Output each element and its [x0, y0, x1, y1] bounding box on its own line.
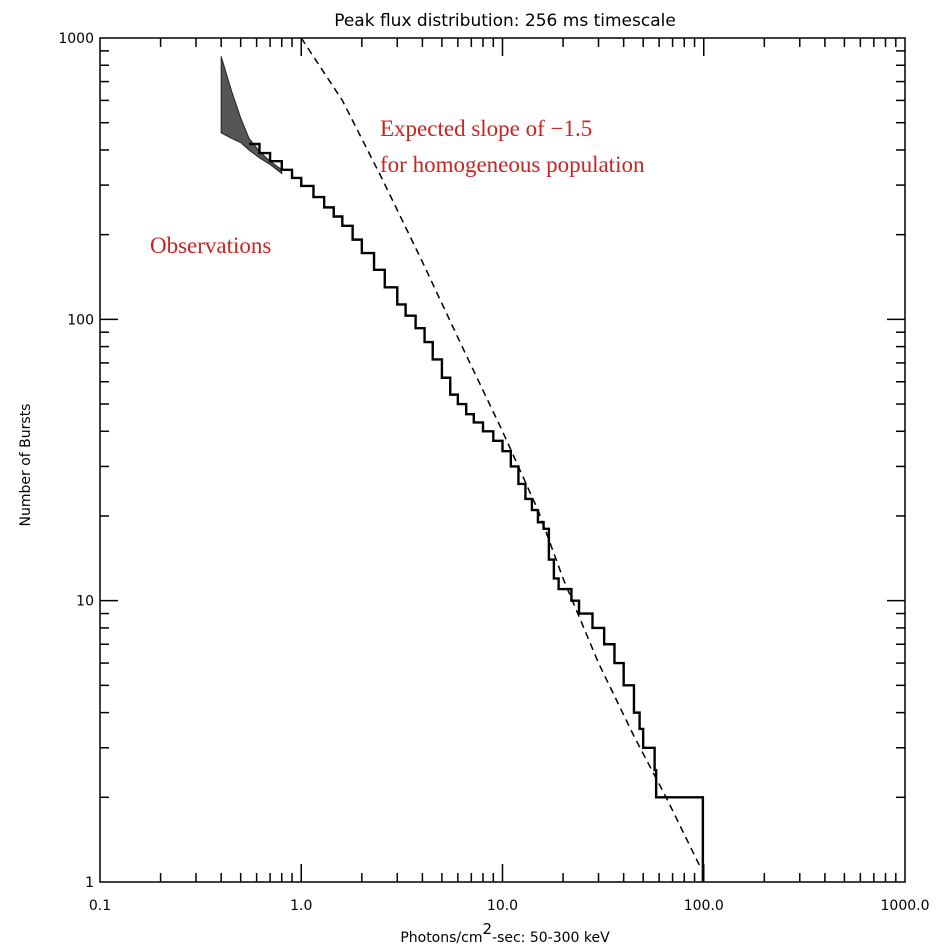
axis-tick-labels: 0.1 1.0 10.0 100.0 1000.0 1 10 100 1000 [58, 31, 929, 914]
x-tick-label: 0.1 [89, 898, 111, 914]
x-tick-label: 1.0 [290, 898, 312, 914]
x-axis-label-rest: -sec: 50-300 keV [492, 930, 610, 946]
axis-ticks [100, 38, 905, 882]
observations-series-line [248, 142, 705, 882]
expected-slope-series-line [300, 37, 700, 866]
uncertainty-band [220, 56, 283, 175]
annotation-observations: Observations [150, 233, 271, 258]
x-tick-label: 100.0 [684, 898, 724, 914]
uncertainty-band-layer [220, 56, 283, 175]
chart-title: Peak flux distribution: 256 ms timescale [334, 11, 676, 31]
y-tick-label: 10 [76, 594, 94, 610]
x-axis-label-superscript: 2 [482, 920, 492, 938]
x-tick-label: 1000.0 [881, 898, 930, 914]
y-tick-label: 1 [85, 875, 94, 891]
y-tick-label: 1000 [58, 31, 94, 47]
series-layer [248, 37, 705, 882]
annotation-expected-slope: Expected slope of −1.5 [380, 116, 592, 141]
x-tick-label: 10.0 [487, 898, 518, 914]
annotation-expected-slope: for homogeneous population [380, 152, 645, 177]
y-tick-label: 100 [67, 312, 94, 328]
x-axis-label-main: Photons/cm [400, 930, 482, 946]
annotation-layer: Expected slope of −1.5 for homogeneous po… [150, 116, 645, 258]
y-axis-label: Number of Bursts [18, 404, 34, 527]
x-axis-label: Photons/cm2-sec: 50-300 keV [400, 920, 610, 946]
